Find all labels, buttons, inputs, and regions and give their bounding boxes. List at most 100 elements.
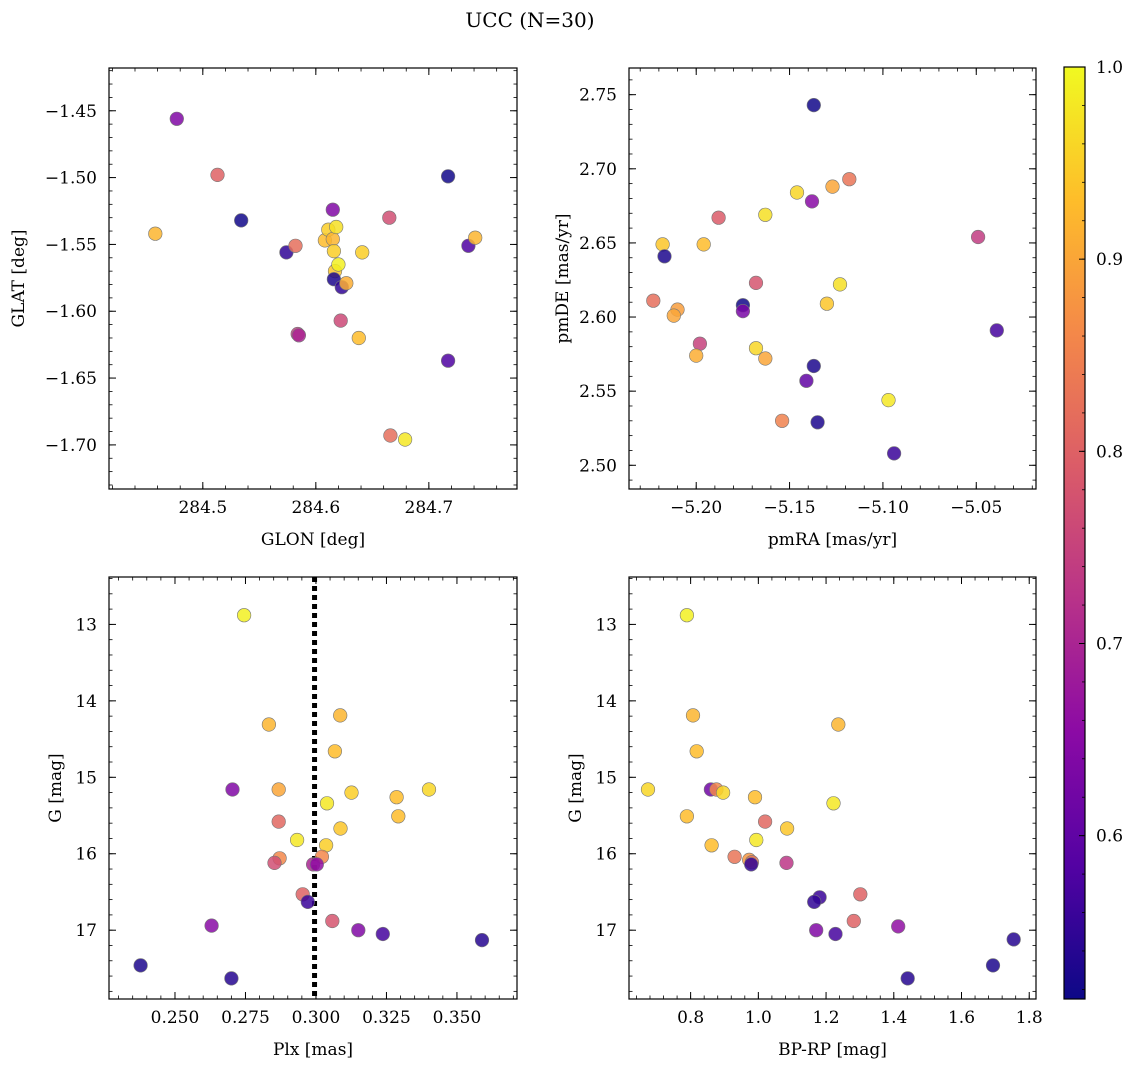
scatter-point: [758, 207, 773, 222]
y-tick-label: 14: [75, 692, 97, 712]
y-tick-label: 2.70: [579, 160, 617, 180]
scatter-point: [891, 919, 906, 934]
scatter-point: [657, 249, 672, 264]
colorbar-tick-label: 0.8: [1096, 442, 1123, 462]
scatter-point: [224, 971, 239, 986]
scatter-point: [382, 210, 397, 225]
y-tick-label: 16: [75, 845, 97, 865]
scatter-point: [331, 257, 346, 272]
colorbar-frame: [1063, 66, 1086, 1000]
scatter-point: [375, 926, 390, 942]
scatter-point: [689, 348, 704, 363]
x-tick-label: 0.250: [151, 1008, 200, 1028]
figure-title: UCC (N=30): [465, 8, 595, 32]
y-tick-label: 17: [595, 921, 617, 941]
scatter-point: [900, 971, 915, 986]
scatter-point: [474, 932, 490, 948]
y-tick-label: −1.65: [45, 369, 97, 389]
y-tick-label: 13: [595, 615, 617, 635]
scatter-point: [1006, 932, 1021, 947]
scatter-point: [421, 782, 437, 797]
scatter-point: [692, 336, 708, 351]
scatter-point: [704, 838, 719, 853]
axes-frame: [628, 67, 1037, 490]
scatter-point: [825, 179, 840, 194]
y-tick-label: 2.65: [579, 234, 617, 254]
x-tick-label: 0.300: [292, 1008, 341, 1028]
scatter-point: [779, 855, 794, 871]
y-tick-label: 2.60: [579, 308, 617, 328]
scatter-point: [748, 275, 764, 291]
scatter-point: [807, 894, 822, 910]
y-tick-label: 2.55: [579, 382, 617, 402]
scatter-point: [749, 832, 764, 848]
x-tick-label: 1.0: [745, 1008, 772, 1028]
x-tick-label: −5.10: [857, 498, 909, 518]
scatter-point: [300, 894, 315, 910]
colorbar-gradient: [1064, 67, 1085, 999]
scatter-point: [333, 821, 348, 836]
scatter-point: [441, 353, 456, 368]
scatter-point: [831, 717, 846, 732]
y-tick-label: 13: [75, 615, 97, 635]
y-axis-label: G [mag]: [46, 753, 66, 822]
scatter-point: [234, 213, 249, 228]
scatter-point: [327, 744, 343, 759]
scatter-point: [810, 415, 825, 430]
scatter-point: [646, 293, 661, 308]
scatter-point: [271, 814, 286, 829]
scatter-point: [333, 708, 348, 723]
axes-frame: [108, 576, 518, 1000]
scatter-point: [744, 857, 759, 872]
scatter-point: [806, 97, 821, 113]
y-tick-label: −1.55: [45, 235, 97, 255]
axes-frame: [108, 67, 518, 490]
scatter-point: [804, 194, 820, 209]
y-axis-label: G [mag]: [566, 753, 586, 822]
colorbar: 0.6 0.7 0.8 0.9 1.0: [1063, 58, 1123, 1000]
scatter-point: [655, 237, 670, 252]
scatter-point: [288, 238, 303, 253]
scatter-point: [748, 341, 764, 356]
y-axis-label: pmDE [mas/yr]: [553, 213, 573, 343]
scatter-point: [351, 330, 366, 346]
scatter-point: [757, 814, 773, 829]
panel-glon-glat: 284.5 284.6 284.7 −1.45 −1.50 −1.55 −1.60 −1.65…: [9, 67, 518, 550]
scatter-point: [747, 790, 763, 805]
scatter-point: [148, 226, 163, 241]
y-tick-label: −1.50: [45, 169, 97, 189]
scatter-point: [326, 244, 342, 259]
x-tick-label: 284.5: [178, 498, 227, 518]
x-tick-label: 284.7: [405, 498, 454, 518]
x-tick-label: 1.2: [813, 1008, 840, 1028]
scatter-point: [886, 446, 902, 461]
x-tick-label: 0.350: [433, 1008, 482, 1028]
scatter-point: [391, 809, 406, 824]
x-tick-label: 0.325: [362, 1008, 411, 1028]
x-axis-label: BP-RP [mag]: [778, 1040, 887, 1060]
x-tick-label: 284.6: [291, 498, 340, 518]
scatter-point: [291, 328, 307, 343]
y-tick-label: 2.75: [579, 86, 617, 106]
scatter-point: [325, 913, 340, 929]
y-tick-label: −1.70: [45, 436, 97, 456]
scatter-point: [735, 304, 751, 319]
scatter-point: [325, 232, 340, 247]
x-tick-label: 1.8: [1016, 1008, 1043, 1028]
x-axis-label: Plx [mas]: [273, 1040, 353, 1060]
scatter-point: [133, 958, 148, 973]
scatter-point: [325, 202, 340, 217]
scatter-point: [696, 237, 711, 252]
x-tick-label: 0.8: [677, 1008, 704, 1028]
scatter-point: [689, 744, 704, 759]
scatter-point: [355, 245, 370, 260]
scatter-point: [853, 887, 868, 902]
scatter-point: [832, 277, 848, 292]
x-axis-label: pmRA [mas/yr]: [768, 530, 897, 550]
x-axis-label: GLON [deg]: [261, 530, 365, 550]
x-tick-label: −5.05: [950, 498, 1002, 518]
y-tick-label: 17: [75, 921, 97, 941]
scatter-point: [441, 169, 456, 184]
scatter-point: [309, 857, 324, 872]
